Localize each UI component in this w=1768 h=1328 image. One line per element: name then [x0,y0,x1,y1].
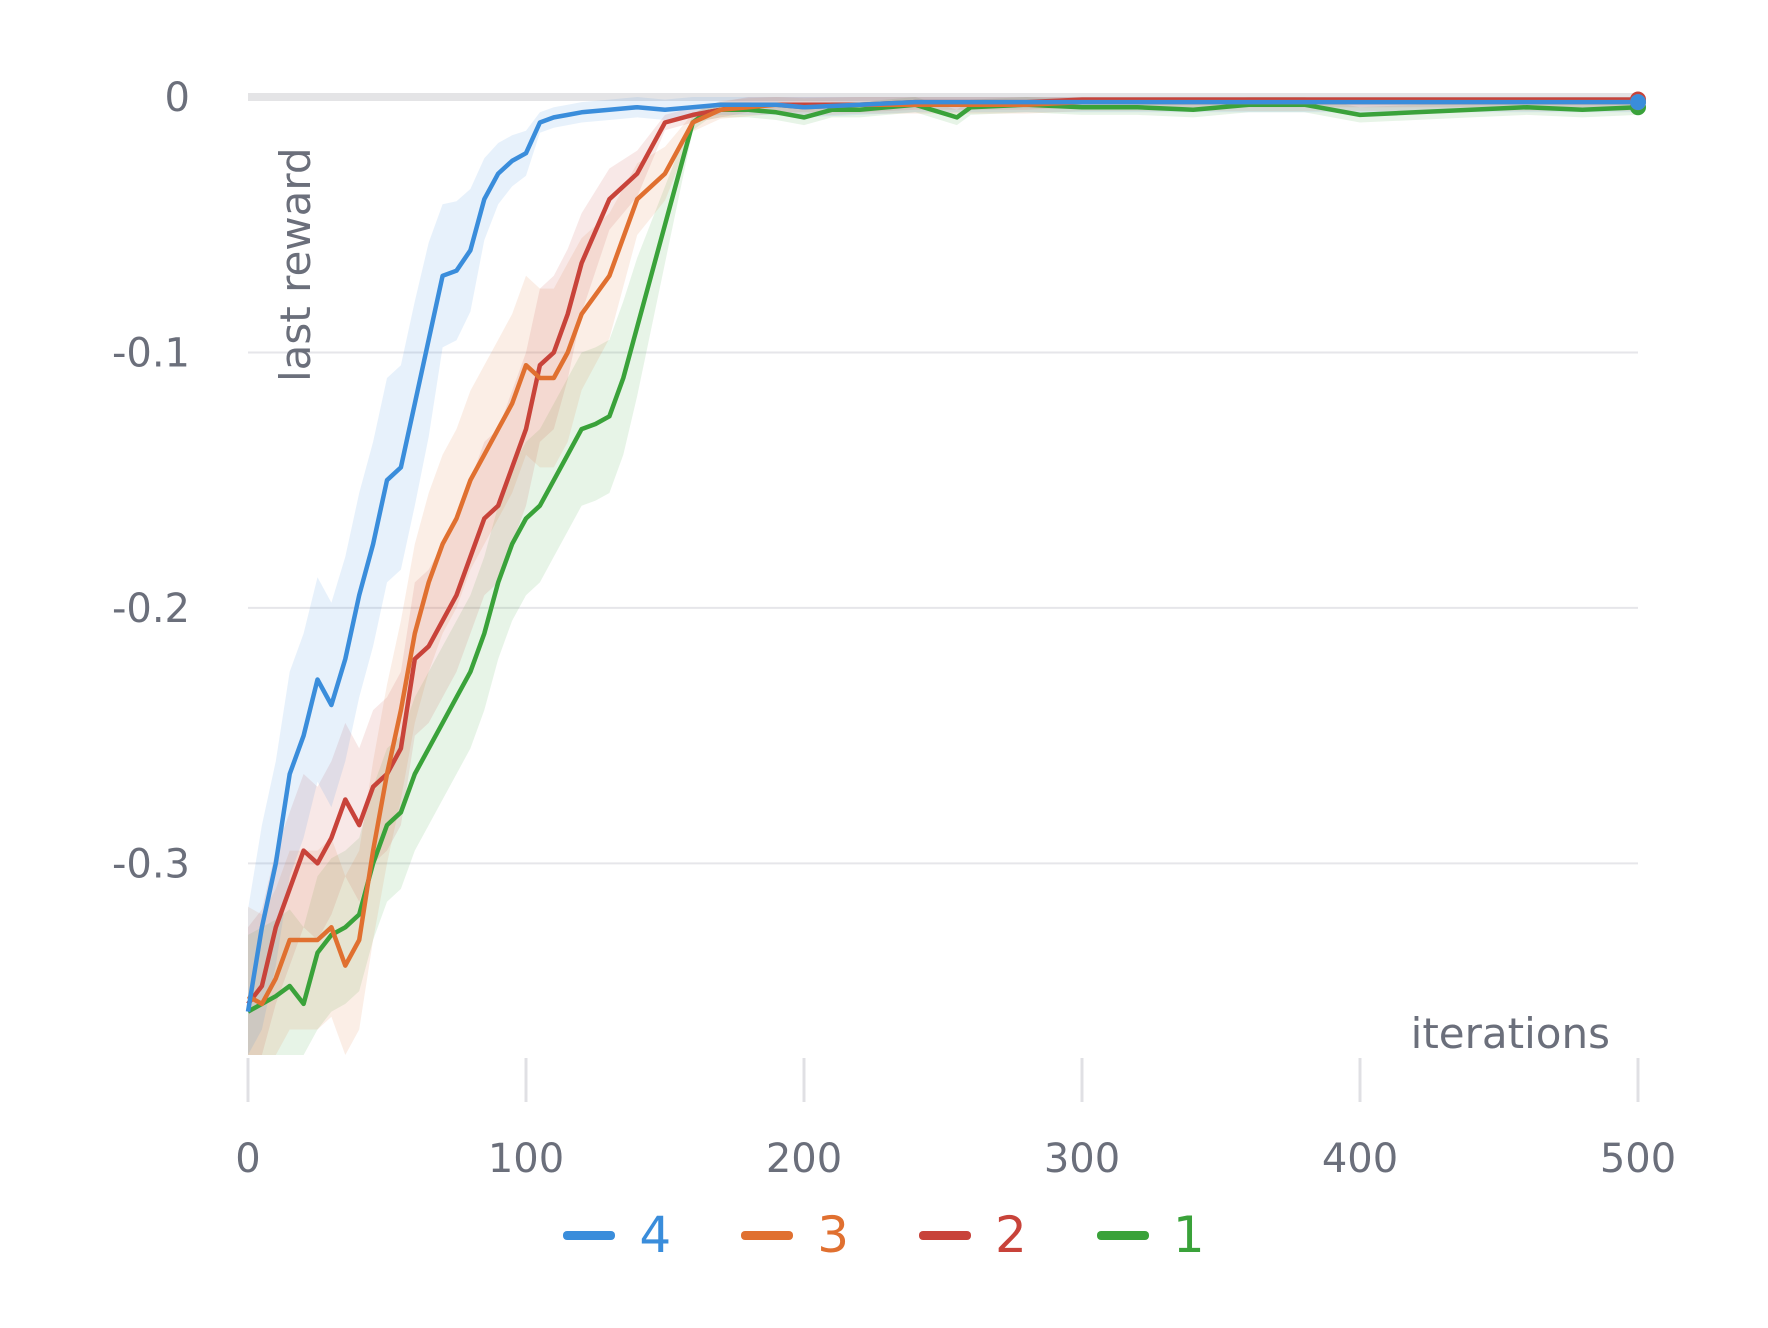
legend-item-4[interactable]: 4 [563,1206,671,1264]
y-tick-label-1: -0.1 [112,330,190,376]
legend-item-2[interactable]: 2 [919,1206,1027,1264]
x-tick-label-0: 0 [235,1136,260,1182]
confidence-bands [248,97,1638,1055]
legend-label-3: 3 [817,1206,849,1264]
grid-lines [248,351,1638,865]
x-tick-label-2: 200 [766,1136,842,1182]
series-endpoints [1630,91,1646,116]
legend-swatch-3 [741,1230,794,1240]
legend-label-1: 1 [1172,1206,1205,1264]
x-tick-labels: 0 100 200 300 400 500 [235,1136,1676,1182]
legend-item-1[interactable]: 1 [1096,1206,1205,1264]
x-tick-label-4: 400 [1322,1136,1398,1182]
line-series-3[interactable] [246,99,1638,1007]
y-tick-label-0: 0 [165,75,190,121]
legend-label-4: 4 [639,1206,672,1264]
x-tick-marks [246,1058,1640,1102]
x-tick-label-3: 300 [1044,1136,1120,1182]
legend-swatch-2 [919,1230,971,1240]
legend-swatch-4 [563,1230,616,1240]
x-tick-label-1: 100 [488,1136,564,1182]
legend-swatch-1 [1096,1230,1149,1240]
line-series-4[interactable] [245,99,1638,1012]
x-axis-title: iterations [1411,1009,1610,1058]
y-tick-label-3: -0.3 [112,841,190,887]
y-axis-title: last reward [271,147,320,382]
legend-item-3[interactable]: 3 [741,1206,849,1264]
legend: 4 3 2 1 [0,1195,1768,1275]
band-series-3 [248,97,1638,1055]
y-tick-labels: 0 -0.1 -0.2 -0.3 [112,75,190,887]
endpoint-series-4 [1630,94,1646,111]
y-tick-label-2: -0.2 [112,586,190,632]
band-series-1 [248,97,1638,1055]
x-tick-label-5: 500 [1600,1136,1676,1182]
legend-label-2: 2 [995,1206,1027,1264]
series-lines [245,97,1639,1014]
